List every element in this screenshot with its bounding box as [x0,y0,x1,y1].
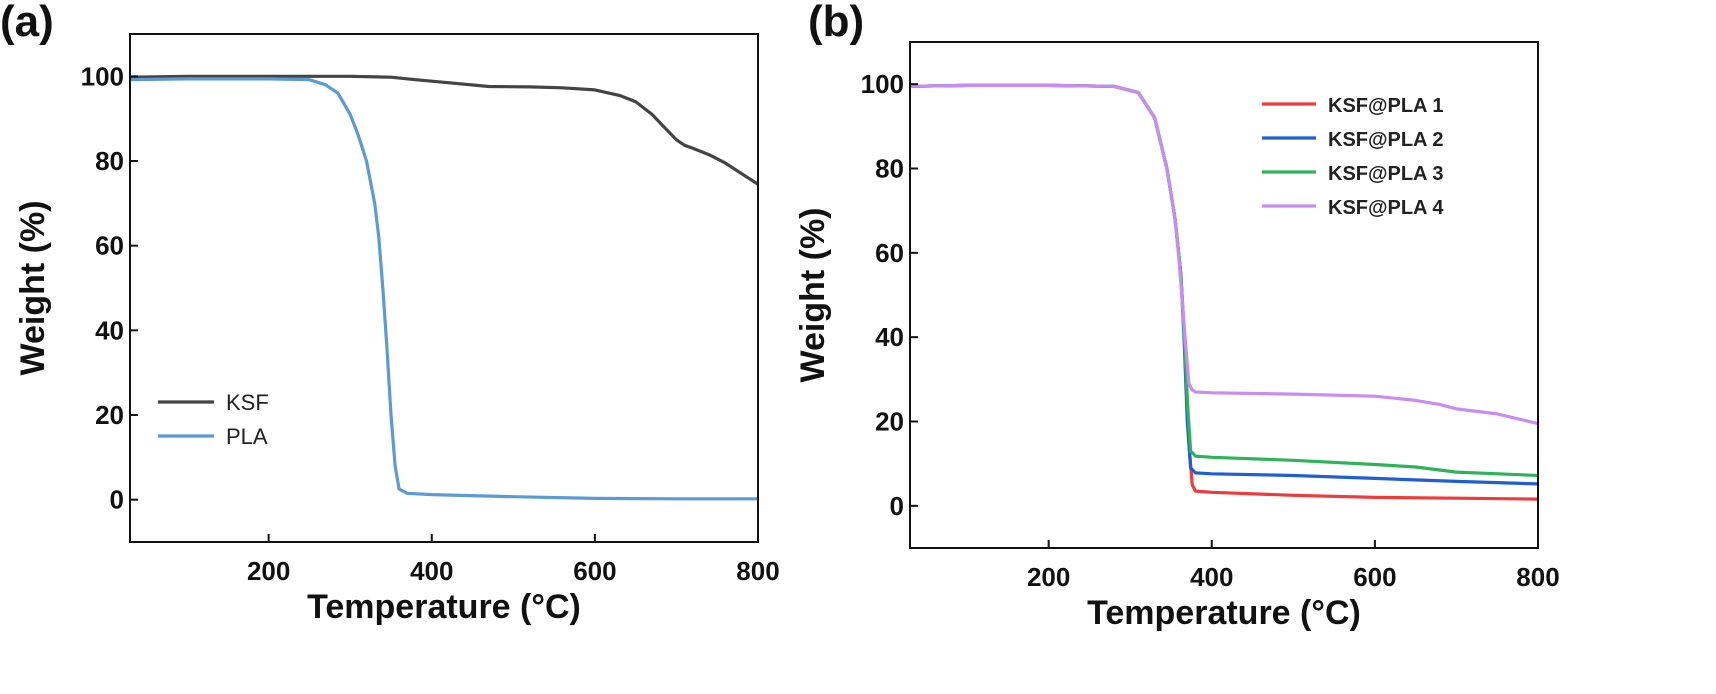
series-line-ksf-pla-3 [910,83,1538,478]
x-tick-label: 800 [736,556,779,586]
series-line-ksf-pla-2 [910,83,1538,486]
legend-entry: KSF@PLA 2 [1328,129,1443,151]
series-line-pla [130,77,758,501]
x-tick-label: 600 [1353,562,1396,592]
y-tick-label: 20 [875,407,904,437]
legend-entry: PLA [226,424,268,449]
panel-a-chart: 200 400 600 800 0 20 40 60 80 100 Temperature (°C)… [0,0,780,626]
x-axis-title: Temperature (°C) [1087,594,1361,632]
y-tick-label: 0 [890,491,904,521]
x-tick-label: 400 [1190,562,1233,592]
legend-entry: KSF [226,390,269,415]
y-tick-label: 100 [861,69,904,99]
x-tick-label: 800 [1516,562,1559,592]
y-tick-label: 80 [875,154,904,184]
y-tick-label: 0 [110,485,124,515]
panel-b-chart: 200 400 600 800 0 20 40 60 80 100 Temperature (°C)… [794,0,1560,632]
y-tick-label: 20 [95,400,124,430]
legend-entry: KSF@PLA 1 [1328,95,1443,117]
series-line-ksf [130,74,758,186]
plot-frame [909,41,1539,549]
y-tick-label: 80 [95,146,124,176]
y-tick-label: 40 [875,322,904,352]
x-axis-title: Temperature (°C) [307,588,581,626]
y-tick-label: 60 [95,231,124,261]
y-axis-title: Weight (%) [14,200,52,375]
series-line-ksf-pla-4 [910,83,1538,426]
x-tick-label: 400 [410,556,453,586]
plot-frame [129,33,759,543]
y-tick-label: 60 [875,238,904,268]
y-tick-label: 100 [81,61,124,91]
series-line-ksf-pla-1 [910,83,1538,501]
y-tick-label: 40 [95,315,124,345]
panel-label: (a) [0,0,54,46]
x-tick-label: 200 [247,556,290,586]
y-axis-title: Weight (%) [794,207,832,382]
legend-entry: KSF@PLA 3 [1328,163,1443,185]
panel-label: (b) [808,0,864,46]
x-tick-label: 200 [1027,562,1070,592]
legend-entry: KSF@PLA 4 [1328,197,1444,219]
x-tick-label: 600 [573,556,616,586]
